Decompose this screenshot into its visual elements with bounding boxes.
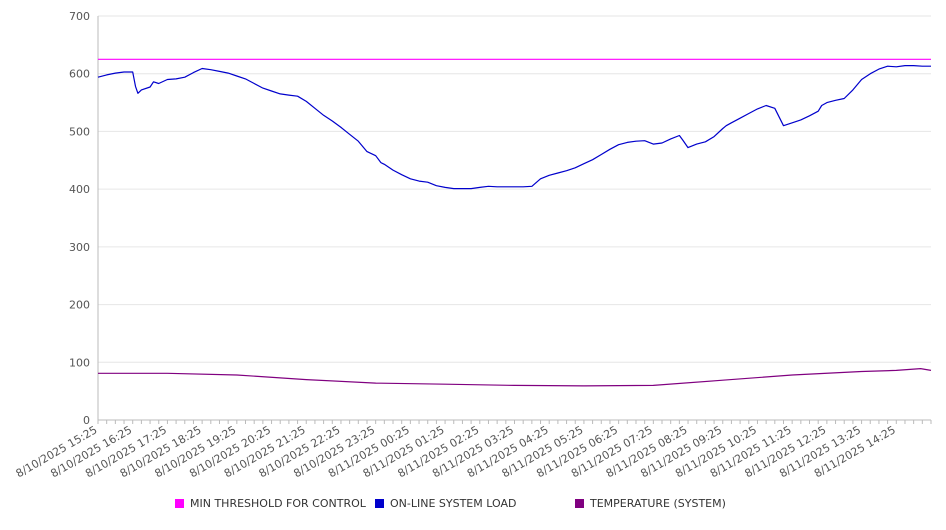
y-tick-label: 300 [69,241,90,254]
series-line-2 [98,368,932,387]
y-tick-label: 0 [83,414,90,427]
series-lines [97,58,932,387]
y-tick-label: 200 [69,299,90,312]
y-tick-label: 400 [69,183,90,196]
legend-swatch-temperature [575,499,584,508]
legend-item-min-threshold[interactable]: MIN THRESHOLD FOR CONTROL [175,497,366,510]
legend-label-min-threshold: MIN THRESHOLD FOR CONTROL [190,497,366,510]
legend-item-system-load[interactable]: ON-LINE SYSTEM LOAD [375,497,516,510]
legend-swatch-system-load [375,499,384,508]
y-tick-label: 700 [69,10,90,23]
legend-label-system-load: ON-LINE SYSTEM LOAD [390,497,517,510]
y-tick-label: 600 [69,68,90,81]
gridlines [98,15,931,363]
y-tick-label: 100 [69,356,90,369]
legend-item-temperature[interactable]: TEMPERATURE (SYSTEM) [575,497,726,510]
legend-label-temperature: TEMPERATURE (SYSTEM) [590,497,726,510]
chart-legend: MIN THRESHOLD FOR CONTROL ON-LINE SYSTEM… [0,497,946,515]
y-tick-label: 500 [69,125,90,138]
series-line-1 [97,64,931,190]
legend-swatch-min-threshold [175,499,184,508]
